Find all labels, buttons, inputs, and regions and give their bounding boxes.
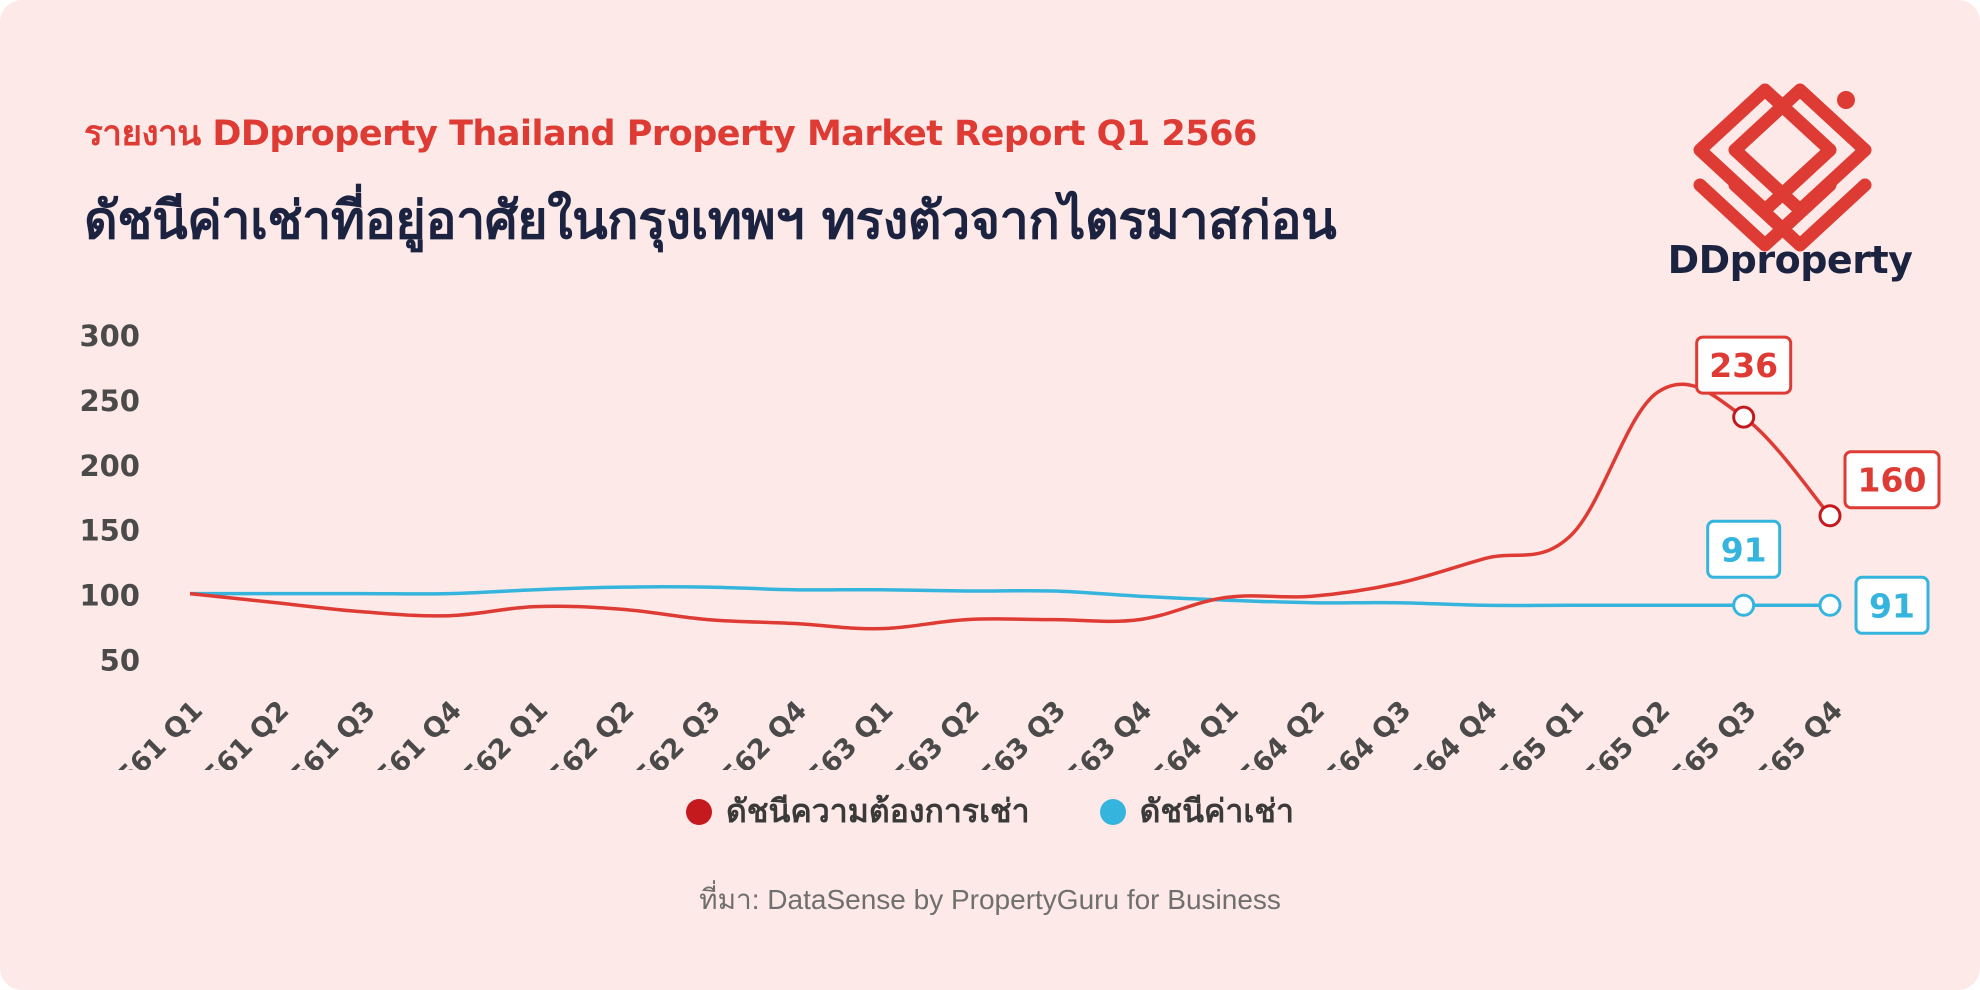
x-tick-label: 2562 Q1	[443, 695, 554, 770]
report-subtitle: รายงาน DDproperty Thailand Property Mark…	[84, 114, 1257, 154]
legend-label-rent: ดัชนีค่าเช่า	[1139, 792, 1294, 830]
x-tick-label: 2563 Q3	[961, 695, 1072, 770]
legend-label-demand: ดัชนีความต้องการเช่า	[726, 792, 1030, 830]
data-label-box-rent	[1706, 519, 1782, 579]
series-line-rent	[190, 585, 1830, 608]
y-tick-label: 100	[79, 579, 140, 613]
x-tick-label: 2562 Q3	[616, 695, 727, 770]
x-tick-label: 2563 Q4	[1047, 695, 1158, 770]
x-tick-label: 2565 Q4	[1738, 695, 1849, 770]
x-tick-label: 2561 Q1	[98, 695, 209, 770]
y-tick-label: 200	[79, 449, 140, 483]
legend-item-demand: ดัชนีความต้องการเช่า	[686, 786, 1030, 837]
data-label-box-demand	[1695, 335, 1793, 395]
legend-item-rent: ดัชนีค่าเช่า	[1099, 786, 1294, 837]
data-point-marker-demand	[1818, 504, 1842, 528]
data-label-box-demand	[1843, 450, 1941, 510]
x-tick-label: 2561 Q3	[270, 695, 381, 770]
chart-legend: ดัชนีความต้องการเช่า ดัชนีค่าเช่า	[0, 786, 1980, 837]
x-tick-label: 2565 Q1	[1479, 695, 1590, 770]
data-point-marker-rent	[1732, 593, 1756, 617]
data-label-rent: 91	[1721, 530, 1767, 569]
x-tick-label: 2562 Q2	[529, 695, 640, 770]
y-tick-label: 50	[100, 644, 140, 678]
data-label-demand: 160	[1858, 461, 1927, 500]
ddproperty-logo-text: DDproperty	[1667, 238, 1913, 282]
x-tick-label: 2565 Q2	[1565, 695, 1676, 770]
data-label-box-rent	[1854, 575, 1930, 635]
x-tick-label: 2563 Q2	[875, 695, 986, 770]
legend-dot-demand	[686, 798, 713, 825]
series-line-demand	[189, 382, 1832, 631]
x-tick-label: 2564 Q3	[1306, 695, 1417, 770]
x-tick-label: 2561 Q4	[357, 695, 468, 770]
y-tick-label: 150	[79, 514, 140, 548]
source-note: ที่มา: DataSense by PropertyGuru for Bus…	[699, 884, 1281, 915]
y-tick-label: 250	[79, 384, 140, 418]
x-tick-label: 2561 Q2	[184, 695, 295, 770]
x-tick-label: 2564 Q4	[1392, 695, 1503, 770]
x-tick-label: 2563 Q1	[788, 695, 899, 770]
x-tick-label: 2562 Q4	[702, 695, 813, 770]
legend-dot-rent	[1099, 798, 1126, 825]
data-label-demand: 236	[1709, 346, 1778, 385]
data-label-rent: 91	[1869, 586, 1915, 625]
x-tick-label: 2564 Q1	[1134, 695, 1245, 770]
x-tick-label: 2564 Q2	[1220, 695, 1331, 770]
page-title: ดัชนีค่าเช่าที่อยู่อาศัยในกรุงเทพฯ ทรงตั…	[84, 191, 1337, 251]
ddproperty-house-logo-icon	[1693, 83, 1872, 252]
x-tick-label: 2565 Q3	[1651, 695, 1762, 770]
y-tick-label: 300	[79, 319, 140, 353]
data-point-marker-rent	[1818, 593, 1842, 617]
data-point-marker-demand	[1732, 405, 1756, 429]
